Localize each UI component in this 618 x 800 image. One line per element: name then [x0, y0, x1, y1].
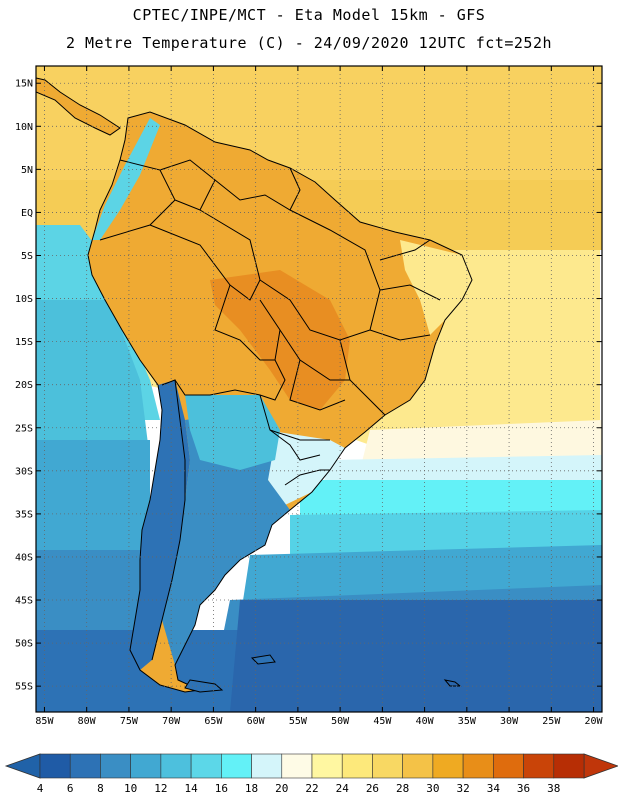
colorbar-swatch [221, 753, 252, 779]
lat-tick-label: 15S [15, 337, 33, 348]
map-frame [35, 65, 603, 713]
lat-tick-label: 50S [15, 639, 33, 650]
lat-tick-label: 5S [21, 251, 33, 262]
lat-tick-label: 35S [15, 509, 33, 520]
colorbar-label: 22 [305, 782, 318, 795]
lon-tick-label: 55W [289, 716, 308, 727]
ocean-band-pacific-8 [36, 550, 150, 640]
lon-tick-label: 40W [416, 716, 435, 727]
lon-tick-label: 50W [331, 716, 350, 727]
colorbar-swatch [523, 753, 555, 779]
colorbar-label: 8 [97, 782, 104, 795]
map-field [36, 66, 602, 712]
colorbar-label: 16 [215, 782, 228, 795]
colorbar-swatch [251, 753, 283, 779]
colorbar-swatch [493, 753, 524, 779]
ocean-band-pacific-12 [36, 300, 150, 460]
lon-tick-label: 35W [458, 716, 477, 727]
lat-tick-label: 40S [15, 552, 33, 563]
lon-tick-label: 85W [35, 716, 54, 727]
colorbar-label: 4 [37, 782, 44, 795]
ocean-band-south-atlantic [230, 600, 602, 712]
northeast-coast-mild [400, 240, 472, 335]
lon-tick-label: 45W [373, 716, 392, 727]
lon-tick-label: 80W [78, 716, 97, 727]
axis-ticks: 85W 80W 75W 70W 65W 60W 55W 50W 45W 40W 35W 30W 25W 2… [15, 66, 604, 727]
lat-tick-label: 10N [15, 122, 33, 133]
lon-tick-label: 65W [204, 716, 223, 727]
colorbar-label: 18 [245, 782, 258, 795]
colorbar-swatch [160, 753, 192, 779]
colorbar-label: 14 [184, 782, 198, 795]
andes-cold [130, 380, 190, 670]
colorbar-swatch [402, 753, 434, 779]
lat-tick-label: 15N [15, 79, 33, 90]
colorbar-swatch [100, 753, 131, 779]
colorbar-label: 38 [547, 782, 560, 795]
colorbar-low-arrow [4, 753, 41, 779]
colorbar-label: 12 [154, 782, 167, 795]
lon-tick-label: 20W [585, 716, 604, 727]
lon-tick-label: 70W [162, 716, 181, 727]
central-america-land [36, 78, 120, 135]
lat-tick-label: 5N [21, 165, 33, 176]
colorbar-high-arrow [583, 753, 618, 779]
colorbar-swatch [462, 753, 494, 779]
colorbar-swatch [190, 753, 222, 779]
colorbar-swatch [372, 753, 403, 779]
colorbar-label: 6 [67, 782, 74, 795]
colorbar-label: 34 [487, 782, 501, 795]
lat-tick-label: 45S [15, 596, 33, 607]
patagonia-cool [162, 410, 290, 665]
colorbar-label: 28 [396, 782, 409, 795]
lat-tick-label: 20S [15, 380, 33, 391]
colorbar-label: 32 [456, 782, 469, 795]
colorbar-swatch [341, 753, 373, 779]
lon-tick-label: 30W [500, 716, 519, 727]
colorbar-swatch [130, 753, 162, 779]
northern-andes-cold [92, 118, 160, 240]
pampas-mild [185, 395, 280, 470]
colorbar-swatch [39, 753, 71, 779]
colorbar-swatch [281, 753, 313, 779]
tierra-del-fuego [184, 679, 224, 693]
colorbar-label: 20 [275, 782, 288, 795]
colorbar-swatch [553, 753, 585, 779]
colorbar-swatch [311, 753, 343, 779]
colorbar-label: 36 [517, 782, 530, 795]
colorbar-swatch [69, 753, 101, 779]
ocean-band-pacific-10 [36, 440, 150, 560]
lat-tick-label: 10S [15, 294, 33, 305]
colorbar-label: 26 [366, 782, 379, 795]
lon-tick-label: 75W [120, 716, 139, 727]
lon-tick-label: 25W [542, 716, 561, 727]
colorbar-swatch [432, 753, 464, 779]
southern-brazil-mild [262, 430, 345, 505]
colorbar-label: 30 [426, 782, 439, 795]
map-title-line2: 2 Metre Temperature (C) - 24/09/2020 12U… [65, 34, 553, 52]
colorbar-label: 10 [124, 782, 137, 795]
colorbar: 4 6 8 10 12 14 16 18 20 22 24 26 28 30 32 34 36 38 [4, 753, 618, 795]
interior-hot-core [210, 270, 350, 410]
map-title-line1: CPTEC/INPE/MCT - Eta Model 15km - GFS [132, 6, 486, 24]
lon-tick-label: 60W [247, 716, 266, 727]
lat-tick-label: 30S [15, 466, 33, 477]
lat-tick-label: EQ [21, 208, 33, 219]
lat-tick-label: 25S [15, 423, 33, 434]
country-borders [36, 77, 473, 693]
lat-tick-label: 55S [15, 682, 33, 693]
colorbar-label: 24 [336, 782, 350, 795]
